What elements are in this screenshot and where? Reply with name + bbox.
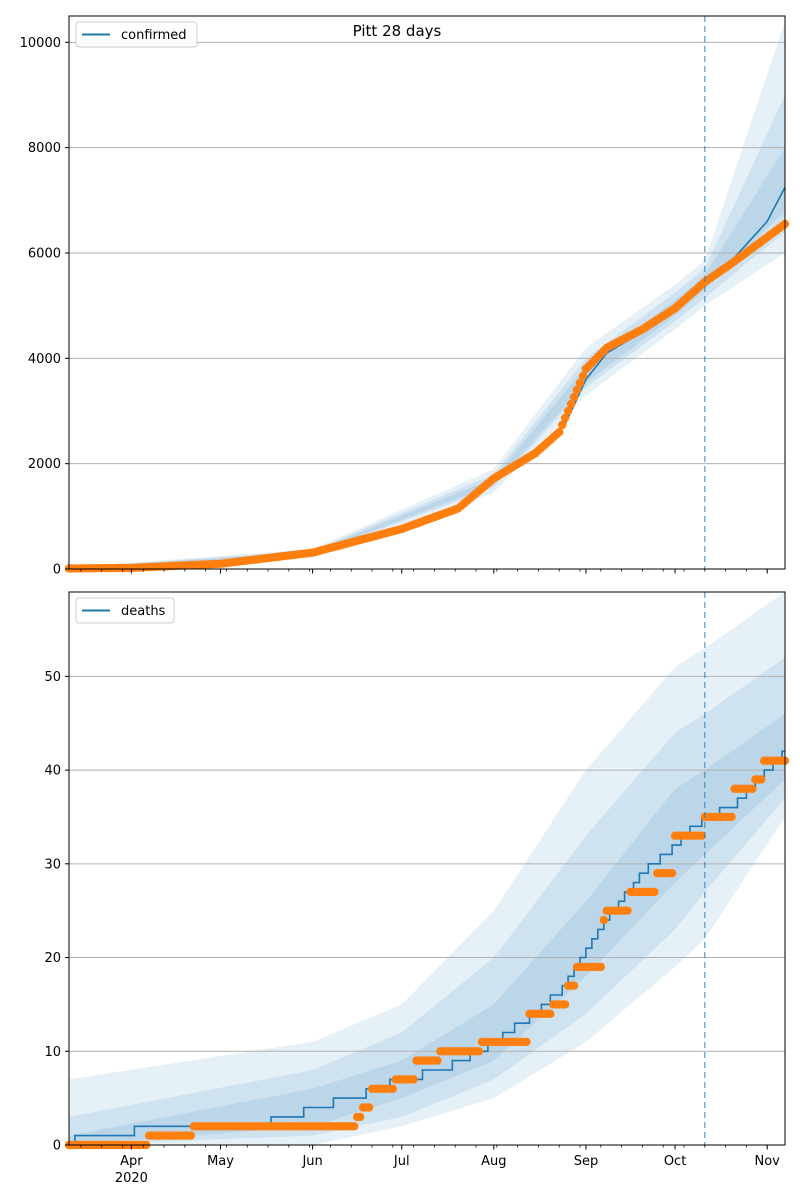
y-tick-label: 0 — [53, 1139, 61, 1154]
observed-point — [356, 1112, 365, 1122]
observed-point — [350, 1122, 359, 1131]
x-tick-sublabel: 2020 — [115, 1171, 148, 1186]
x-axis-ticks: Apr 2020 May Jun Jul Aug Sep Oct Nov — [80, 1145, 780, 1186]
observed-point — [569, 981, 579, 990]
y-axis-ticks: 0 10 20 30 40 50 — [44, 670, 69, 1154]
y-tick-label: 30 — [44, 857, 61, 872]
observed-point — [697, 831, 706, 840]
y-tick-label: 10000 — [20, 36, 61, 51]
x-tick-label: Aug — [481, 1154, 506, 1169]
observed-point — [748, 784, 757, 793]
observed-point — [599, 915, 608, 925]
observed-point — [569, 392, 579, 402]
x-tick-label: May — [207, 1154, 234, 1169]
x-tick-label: Jun — [301, 1154, 322, 1169]
y-tick-label: 20 — [44, 951, 61, 966]
observed-point — [555, 427, 564, 437]
observed-point — [409, 1075, 418, 1084]
y-gridlines — [69, 675, 785, 1146]
y-axis-ticks: 0 2000 4000 6000 8000 10000 — [20, 36, 69, 578]
observed-point — [186, 1131, 195, 1140]
y-tick-label: 0 — [53, 563, 61, 578]
y-tick-label: 50 — [44, 670, 61, 685]
observed-point — [572, 385, 582, 395]
observed-point — [757, 775, 766, 784]
legend-label: deaths — [121, 604, 166, 619]
y-tick-label: 8000 — [28, 141, 61, 156]
observed-point — [560, 413, 570, 423]
observed-point — [563, 406, 573, 416]
observed-point — [578, 371, 588, 381]
x-tick-label: Jul — [393, 1154, 410, 1169]
y-tick-label: 10 — [44, 1045, 61, 1060]
legend-label: confirmed — [121, 28, 187, 43]
observed-point — [650, 887, 659, 897]
legend: confirmed — [75, 21, 198, 48]
x-tick-label: Oct — [664, 1154, 686, 1169]
y-tick-label: 2000 — [28, 457, 61, 472]
x-tick-label: Nov — [754, 1154, 780, 1169]
observed-point — [558, 420, 567, 430]
observed-point — [575, 378, 585, 388]
plot-area — [69, 16, 785, 569]
observed-point — [667, 869, 677, 878]
observed-point — [433, 1056, 442, 1065]
confirmed-panel: 0 2000 4000 6000 8000 10000 confirmed Pitt 28… — [20, 15, 790, 578]
observed-point — [474, 1047, 484, 1056]
y-tick-label: 6000 — [28, 247, 61, 262]
x-axis-ticks — [80, 569, 768, 574]
observed-point — [522, 1037, 531, 1047]
legend-box — [75, 21, 198, 48]
legend-box — [75, 597, 175, 624]
observed-point — [546, 1009, 555, 1018]
observed-point — [560, 1000, 570, 1009]
deaths-panel: 0 10 20 30 40 50 Apr 2020 May Jun Jul Aug Sep Oct Nov… — [44, 591, 790, 1186]
observed-point — [364, 1103, 374, 1112]
axes-frame — [68, 15, 786, 570]
observed-point — [566, 399, 576, 409]
legend: deaths — [75, 597, 175, 624]
x-tick-label: Apr — [120, 1154, 143, 1169]
chart-title: Pitt 28 days — [353, 22, 442, 40]
observed-point — [388, 1084, 397, 1094]
x-tick-label: Sep — [574, 1154, 599, 1169]
observed-series — [64, 219, 790, 573]
observed-series — [64, 756, 790, 1150]
uncertainty-band — [69, 657, 785, 1145]
observed-point — [596, 962, 605, 972]
observed-point — [727, 812, 736, 822]
plot-area — [69, 592, 785, 1145]
axes-frame — [68, 591, 786, 1146]
uncertainty-band — [69, 592, 785, 1145]
y-tick-label: 40 — [44, 764, 61, 779]
observed-point — [623, 906, 632, 915]
y-tick-label: 4000 — [28, 352, 61, 367]
